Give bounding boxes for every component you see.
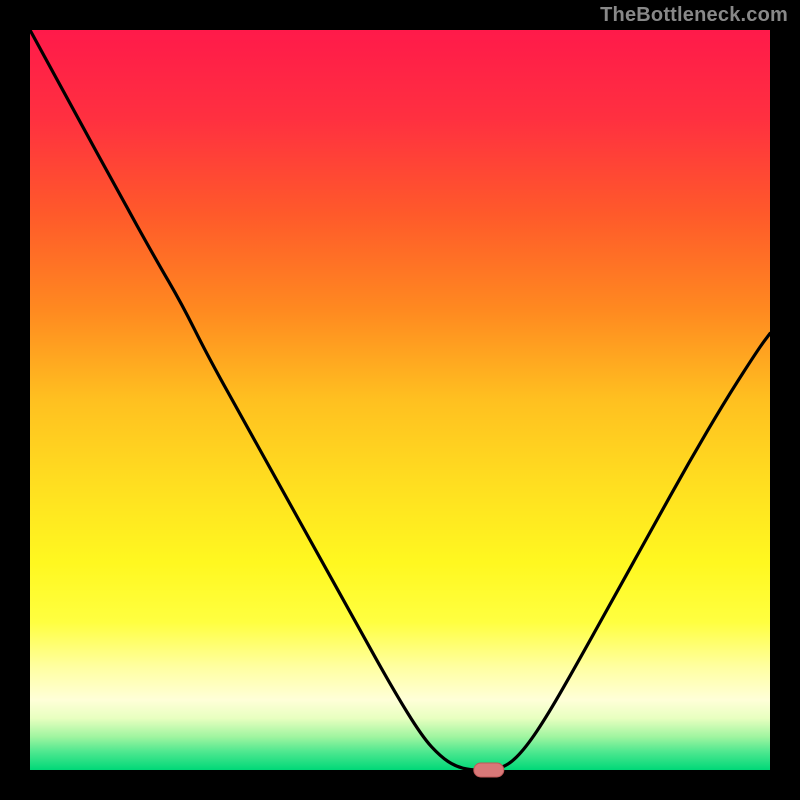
chart-container: TheBottleneck.com xyxy=(0,0,800,800)
optimal-marker xyxy=(474,763,504,777)
watermark-text: TheBottleneck.com xyxy=(600,4,788,27)
bottleneck-chart xyxy=(0,0,800,800)
plot-background xyxy=(30,30,770,770)
